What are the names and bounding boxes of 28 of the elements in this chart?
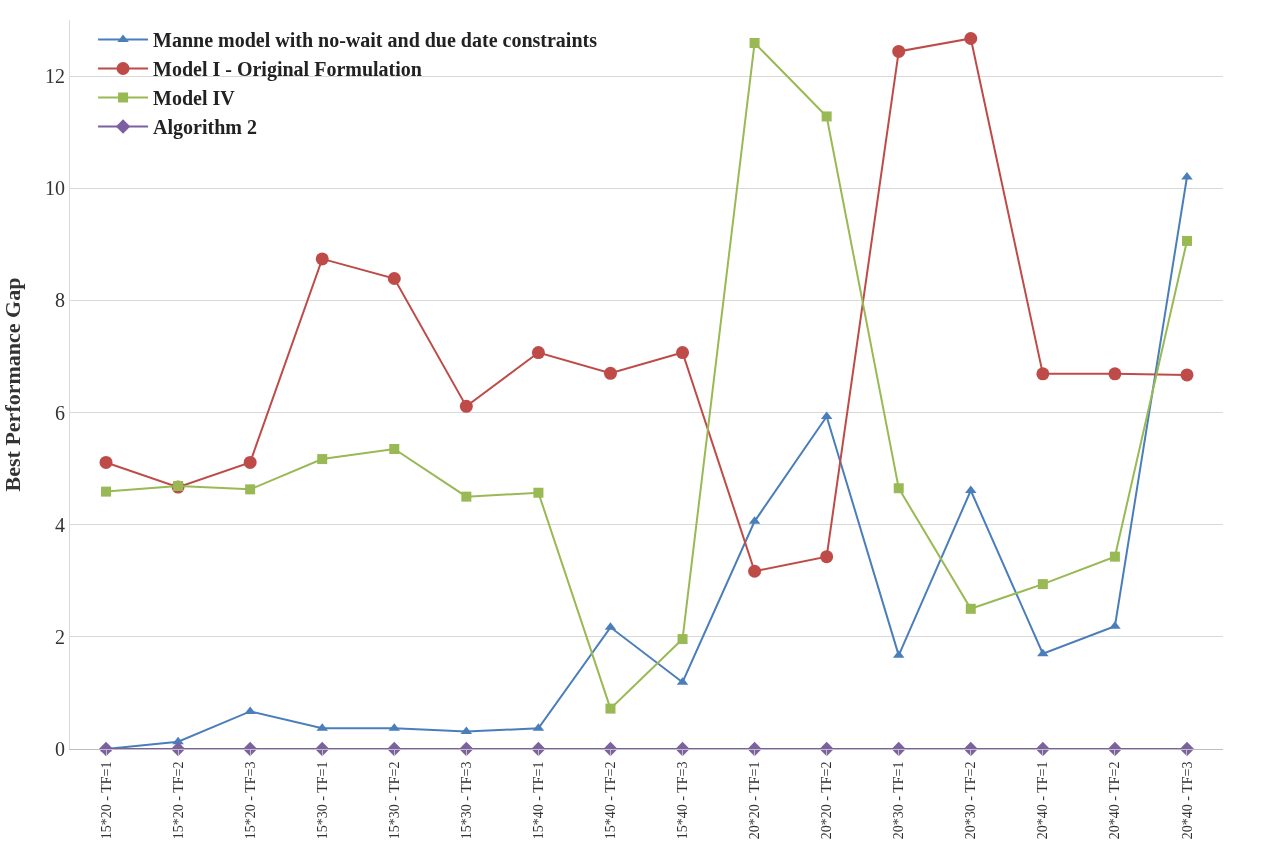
x-tick-label: 15*20 - TF=1 [98,761,114,840]
y-tick-label: 8 [55,289,65,312]
y-axis-title: Best Performance Gap [0,277,25,492]
x-tick-label: 20*20 - TF=1 [747,761,763,840]
x-tick-label: 15*30 - TF=3 [458,761,474,840]
x-tick-label: 20*40 - TF=2 [1107,761,1123,840]
legend-label: Manne model with no-wait and due date constraints [153,29,598,52]
x-tick-label: 20*30 - TF=2 [963,761,979,840]
x-tick-label: 15*20 - TF=2 [170,761,186,840]
y-tick-label: 10 [45,177,65,200]
x-tick-label: 20*40 - TF=3 [1179,761,1195,840]
y-tick-label: 0 [55,738,65,760]
y-tick-label: 6 [55,401,65,424]
x-tick-label: 15*40 - TF=3 [675,761,691,840]
legend-label: Algorithm 2 [153,116,257,140]
x-tick-label: 15*30 - TF=2 [386,761,402,840]
x-tick-label: 20*30 - TF=1 [891,761,907,840]
y-tick-label: 2 [55,625,65,648]
x-tick-label: 15*20 - TF=3 [242,761,258,840]
y-tick-label: 12 [45,65,65,88]
y-tick-label: 4 [55,513,65,536]
x-tick-label: 15*40 - TF=1 [530,761,546,840]
legend-label: Model IV [153,87,236,110]
x-tick-label: 15*30 - TF=1 [314,761,330,840]
x-tick-label: 20*20 - TF=2 [819,761,835,840]
x-tick-label: 20*40 - TF=1 [1035,761,1051,840]
x-tick-label: 15*40 - TF=2 [603,761,619,840]
legend-label: Model I - Original Formulation [153,58,422,82]
